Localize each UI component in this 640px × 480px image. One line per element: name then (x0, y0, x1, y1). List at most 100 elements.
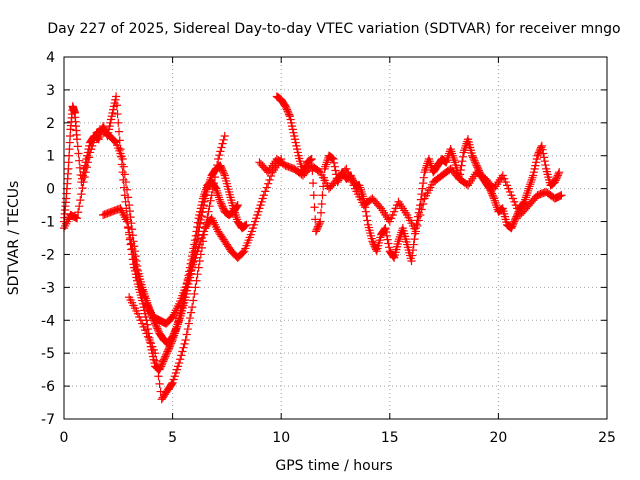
data-point-interp (312, 225, 321, 234)
data-point (181, 335, 190, 345)
data-point-interp (64, 158, 73, 167)
data-point-interp (348, 177, 357, 187)
data-point-interp (331, 166, 340, 175)
data-point-interp (153, 364, 162, 373)
data-point (498, 171, 507, 180)
data-point-interp (145, 335, 154, 345)
data-point-interp (167, 379, 176, 388)
data-point-interp (90, 135, 99, 144)
data-point-interp (114, 127, 124, 136)
data-point-interp (554, 169, 563, 178)
data-point (385, 217, 394, 226)
data-point (557, 191, 566, 200)
data-point-interp (182, 330, 191, 339)
data-point-interp (154, 372, 163, 381)
data-point-interp (75, 156, 84, 165)
data-point-interp (551, 176, 560, 185)
data-point (281, 102, 290, 111)
data-point-interp (458, 157, 467, 166)
data-point-interp (249, 220, 259, 229)
y-tick-label: -3 (41, 280, 55, 296)
x-tick-label: 15 (381, 430, 399, 446)
data-point-interp (121, 197, 130, 206)
plot-frame (63, 56, 608, 420)
data-point-interp (161, 352, 170, 361)
data-point-interp (383, 235, 392, 244)
data-point-interp (210, 173, 220, 182)
data-point-interp (457, 161, 466, 170)
data-point-interp (74, 208, 83, 217)
data-point-interp (163, 347, 172, 356)
data-point-interp (414, 216, 423, 225)
data-point-interp (251, 217, 260, 226)
data-point-interp (138, 319, 147, 328)
y-tick-label: -6 (41, 379, 55, 395)
data-point (112, 92, 121, 101)
data-point-interp (257, 197, 266, 206)
data-point-interp (122, 185, 132, 194)
data-point (550, 177, 559, 187)
data-point (472, 161, 481, 170)
data-point-interp (289, 128, 298, 137)
data-point-interp (158, 358, 167, 368)
data-point-interp (552, 173, 562, 182)
data-point-interp (530, 164, 539, 173)
data-point (411, 227, 420, 236)
data-point-interp (288, 125, 297, 134)
data-point-interp (82, 163, 91, 172)
data-point (198, 204, 208, 213)
data-point-interp (73, 142, 82, 151)
data-point-interp (125, 207, 134, 216)
data-point-interp (203, 213, 212, 222)
data-point-interp (313, 224, 322, 233)
data-point-interp (189, 260, 198, 269)
data-point-interp (363, 216, 372, 225)
data-point-interp (161, 350, 171, 359)
data-point-interp (390, 207, 399, 216)
data-point-interp (193, 247, 202, 256)
data-point (529, 171, 538, 180)
data-point-interp (132, 265, 141, 274)
series-track-b (59, 125, 251, 348)
data-point (329, 154, 338, 164)
data-point-interp (262, 183, 271, 192)
data-point-interp (470, 156, 479, 165)
data-point-interp (508, 220, 517, 229)
data-point-interp (111, 95, 120, 104)
data-point-interp (76, 196, 85, 205)
data-point-interp (531, 158, 541, 167)
data-point-interp (261, 187, 270, 196)
data-point-interp (471, 159, 481, 169)
data-point-interp (153, 324, 162, 333)
data-point-interp (315, 219, 324, 228)
data-point-interp (146, 339, 155, 348)
data-point-interp (195, 256, 204, 266)
y-tick-label: 2 (46, 116, 55, 132)
data-point-interp (134, 275, 144, 284)
y-tick-label: 3 (46, 83, 55, 99)
y-tick-label: 4 (46, 50, 55, 66)
data-point-interp (198, 237, 208, 246)
data-point (555, 168, 564, 177)
data-point (316, 217, 325, 226)
data-point-interp (113, 109, 122, 119)
data-point-interp (75, 163, 85, 172)
data-point (342, 164, 351, 173)
data-point (133, 309, 142, 318)
data-point-interp (182, 279, 191, 289)
x-tick-label: 5 (168, 430, 177, 446)
data-point-interp (330, 162, 339, 171)
data-point-interp (172, 365, 182, 374)
data-point-interp (217, 200, 226, 210)
data-point-interp (487, 189, 496, 198)
data-point-interp (186, 266, 196, 276)
data-point-interp (529, 168, 538, 177)
data-point-interp (519, 198, 528, 207)
data-point-interp (410, 234, 419, 244)
data-point-interp (190, 289, 199, 299)
data-point-interp (123, 193, 133, 202)
data-point-interp (540, 157, 549, 166)
data-point-interp (148, 342, 157, 351)
data-point-interp (66, 131, 75, 141)
